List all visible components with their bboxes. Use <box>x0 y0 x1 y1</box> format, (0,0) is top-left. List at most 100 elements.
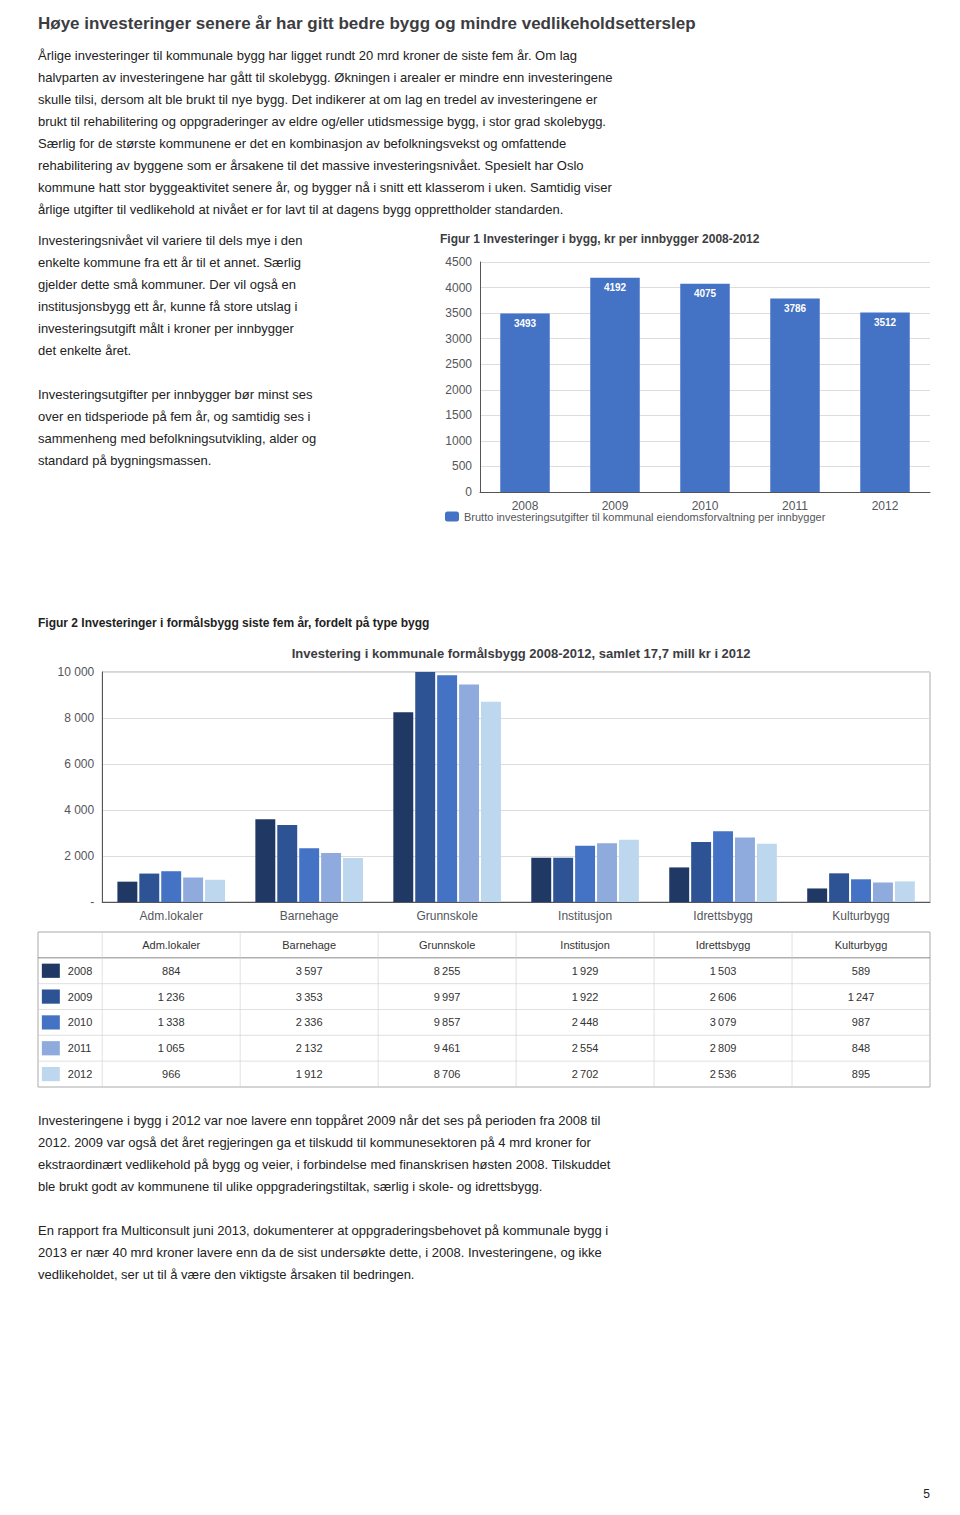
svg-text:966: 966 <box>162 1068 180 1080</box>
svg-text:Investering i kommunale formål: Investering i kommunale formålsbygg 2008… <box>292 646 751 661</box>
svg-text:2010: 2010 <box>68 1016 92 1028</box>
svg-text:sammenheng med befolkningsutvi: sammenheng med befolkningsutvikling, ald… <box>38 431 316 446</box>
svg-text:Investeringene i bygg i 2012 v: Investeringene i bygg i 2012 var noe lav… <box>38 1113 600 1128</box>
svg-text:institusjonsbygg ett år, kunne: institusjonsbygg ett år, kunne få store … <box>38 299 298 314</box>
svg-text:9 857: 9 857 <box>434 1016 461 1028</box>
svg-text:2012: 2012 <box>872 499 899 513</box>
svg-text:8 000: 8 000 <box>64 711 94 725</box>
svg-text:4000: 4000 <box>445 281 472 295</box>
svg-text:investeringsutgift målt i kron: investeringsutgift målt i kroner per inn… <box>38 321 294 336</box>
svg-text:1 922: 1 922 <box>572 991 599 1003</box>
svg-text:Investeringsutgifter per innby: Investeringsutgifter per innbygger bør m… <box>38 387 313 402</box>
svg-text:ekstraordinært vedlikehold på: ekstraordinært vedlikehold på bygg og ve… <box>38 1157 611 1172</box>
svg-text:gjelder dette små kommuner. De: gjelder dette små kommuner. Der vil også… <box>38 277 296 292</box>
svg-text:987: 987 <box>852 1016 870 1028</box>
svg-text:Adm.lokaler: Adm.lokaler <box>140 909 203 923</box>
svg-text:det enkelte året.: det enkelte året. <box>38 343 131 358</box>
svg-text:4500: 4500 <box>445 255 472 269</box>
svg-text:2011: 2011 <box>68 1042 92 1054</box>
svg-text:10 000: 10 000 <box>58 665 95 679</box>
svg-text:1 338: 1 338 <box>158 1016 185 1028</box>
svg-text:0: 0 <box>465 485 472 499</box>
svg-text:skulle tilsi, dersom alt ble b: skulle tilsi, dersom alt ble brukt til n… <box>38 92 598 107</box>
svg-text:Grunnskole: Grunnskole <box>419 939 475 951</box>
svg-text:3 353: 3 353 <box>296 991 323 1003</box>
svg-text:standard på bygningsmassen.: standard på bygningsmassen. <box>38 453 211 468</box>
svg-text:8 706: 8 706 <box>434 1068 461 1080</box>
svg-text:Årlige investeringer til kommu: Årlige investeringer til kommunale bygg … <box>38 48 577 63</box>
svg-text:2012: 2012 <box>68 1068 92 1080</box>
svg-text:3493: 3493 <box>514 318 537 329</box>
svg-text:Barnehage: Barnehage <box>282 939 336 951</box>
svg-text:1 065: 1 065 <box>158 1042 185 1054</box>
svg-text:2 536: 2 536 <box>710 1068 737 1080</box>
svg-text:2012. 2009 var også det året r: 2012. 2009 var også det året regjeringen… <box>38 1135 591 1150</box>
svg-text:2 336: 2 336 <box>296 1016 323 1028</box>
svg-text:500: 500 <box>452 459 472 473</box>
svg-text:Kulturbygg: Kulturbygg <box>835 939 888 951</box>
svg-text:4 000: 4 000 <box>64 803 94 817</box>
svg-text:brukt til rehabilitering og op: brukt til rehabilitering og oppgradering… <box>38 114 606 129</box>
svg-text:2008: 2008 <box>68 965 92 977</box>
svg-text:Kulturbygg: Kulturbygg <box>832 909 889 923</box>
svg-text:2 702: 2 702 <box>572 1068 599 1080</box>
svg-text:Investeringsnivået vil variere: Investeringsnivået vil variere til dels … <box>38 233 302 248</box>
svg-text:vedlikeholdet, ser ut til å væ: vedlikeholdet, ser ut til å være den vik… <box>38 1267 414 1282</box>
svg-text:3786: 3786 <box>784 303 807 314</box>
svg-text:1 247: 1 247 <box>848 991 875 1003</box>
svg-text:848: 848 <box>852 1042 870 1054</box>
svg-text:Brutto investeringsutgifter ti: Brutto investeringsutgifter til kommunal… <box>464 511 826 523</box>
svg-text:kommune hatt stor byggeaktivit: kommune hatt stor byggeaktivitet senere … <box>38 180 612 195</box>
svg-text:2 809: 2 809 <box>710 1042 737 1054</box>
svg-text:2 448: 2 448 <box>572 1016 599 1028</box>
svg-text:Institusjon: Institusjon <box>558 909 612 923</box>
svg-text:2 132: 2 132 <box>296 1042 323 1054</box>
svg-text:årlige utgifter til vedlikehol: årlige utgifter til vedlikehold at nivåe… <box>38 202 563 217</box>
svg-text:enkelte kommune fra ett år til: enkelte kommune fra ett år til et annet.… <box>38 255 301 270</box>
svg-text:2013 er nær 40 mrd kroner lave: 2013 er nær 40 mrd kroner lavere enn da … <box>38 1245 602 1260</box>
svg-text:9 461: 9 461 <box>434 1042 461 1054</box>
svg-text:1 236: 1 236 <box>158 991 185 1003</box>
svg-text:Idrettsbygg: Idrettsbygg <box>696 939 750 951</box>
svg-text:Høye investeringer senere år h: Høye investeringer senere år har gitt be… <box>38 14 696 33</box>
svg-text:3000: 3000 <box>445 332 472 346</box>
svg-text:-: - <box>90 895 94 909</box>
svg-text:2 554: 2 554 <box>572 1042 599 1054</box>
svg-text:ble brukt godt av kommunene ti: ble brukt godt av kommunene til ulike op… <box>38 1179 542 1194</box>
svg-text:2000: 2000 <box>445 383 472 397</box>
svg-text:895: 895 <box>852 1068 870 1080</box>
svg-text:4192: 4192 <box>604 282 627 293</box>
svg-text:Figur 2 Investeringer i formål: Figur 2 Investeringer i formålsbygg sist… <box>38 616 429 630</box>
svg-text:1000: 1000 <box>445 434 472 448</box>
svg-text:3 079: 3 079 <box>710 1016 737 1028</box>
svg-text:6 000: 6 000 <box>64 757 94 771</box>
svg-text:1 929: 1 929 <box>572 965 599 977</box>
svg-text:2 606: 2 606 <box>710 991 737 1003</box>
svg-text:2500: 2500 <box>445 357 472 371</box>
svg-text:2009: 2009 <box>68 991 92 1003</box>
svg-text:Adm.lokaler: Adm.lokaler <box>142 939 200 951</box>
svg-text:2 000: 2 000 <box>64 849 94 863</box>
svg-text:Idrettsbygg: Idrettsbygg <box>693 909 752 923</box>
svg-text:589: 589 <box>852 965 870 977</box>
svg-text:halvparten av investeringene h: halvparten av investeringene har gått ti… <box>38 70 613 85</box>
svg-text:Grunnskole: Grunnskole <box>416 909 478 923</box>
svg-text:3512: 3512 <box>874 317 897 328</box>
svg-text:884: 884 <box>162 965 180 977</box>
svg-text:Særlig for de største kommunen: Særlig for de største kommunene er det e… <box>38 136 566 151</box>
svg-text:5: 5 <box>923 1487 930 1501</box>
svg-text:4075: 4075 <box>694 288 717 299</box>
svg-text:over en tidsperiode på fem år,: over en tidsperiode på fem år, og samtid… <box>38 409 311 424</box>
svg-text:8 255: 8 255 <box>434 965 461 977</box>
svg-text:rehabilitering av byggene som: rehabilitering av byggene som er årsaken… <box>38 158 584 173</box>
svg-text:3 597: 3 597 <box>296 965 323 977</box>
svg-text:Barnehage: Barnehage <box>280 909 339 923</box>
svg-text:1 912: 1 912 <box>296 1068 323 1080</box>
svg-text:Figur 1 Investeringer i bygg,: Figur 1 Investeringer i bygg, kr per inn… <box>440 232 760 246</box>
svg-text:1500: 1500 <box>445 408 472 422</box>
svg-text:Institusjon: Institusjon <box>560 939 610 951</box>
svg-text:En rapport fra Multiconsult ju: En rapport fra Multiconsult juni 2013, d… <box>38 1223 608 1238</box>
svg-text:1 503: 1 503 <box>710 965 737 977</box>
svg-text:9 997: 9 997 <box>434 991 461 1003</box>
svg-text:3500: 3500 <box>445 306 472 320</box>
